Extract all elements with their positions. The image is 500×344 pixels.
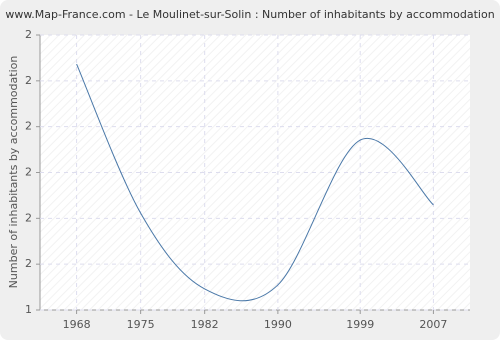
- y-tick-label: 2: [25, 28, 32, 41]
- y-tick-label: 2: [25, 257, 32, 270]
- x-tick-label: 1982: [191, 318, 219, 331]
- y-tick-label: 2: [25, 166, 32, 179]
- x-tick-label: 1975: [127, 318, 155, 331]
- y-tick-label: 2: [25, 120, 32, 133]
- x-tick-label: 1968: [63, 318, 91, 331]
- y-tick-label: 2: [25, 74, 32, 87]
- data-line: [76, 63, 434, 302]
- y-tick-label: 1: [25, 303, 32, 316]
- plot-area: [40, 35, 470, 310]
- chart-title: www.Map-France.com - Le Moulinet-sur-Sol…: [5, 8, 494, 21]
- y-tick-label: 2: [25, 211, 32, 224]
- x-tick-label: 1990: [264, 318, 292, 331]
- y-axis-label: Number of inhabitants by accommodation: [7, 56, 20, 289]
- x-tick-label: 1999: [346, 318, 374, 331]
- x-tick-label: 2007: [419, 318, 447, 331]
